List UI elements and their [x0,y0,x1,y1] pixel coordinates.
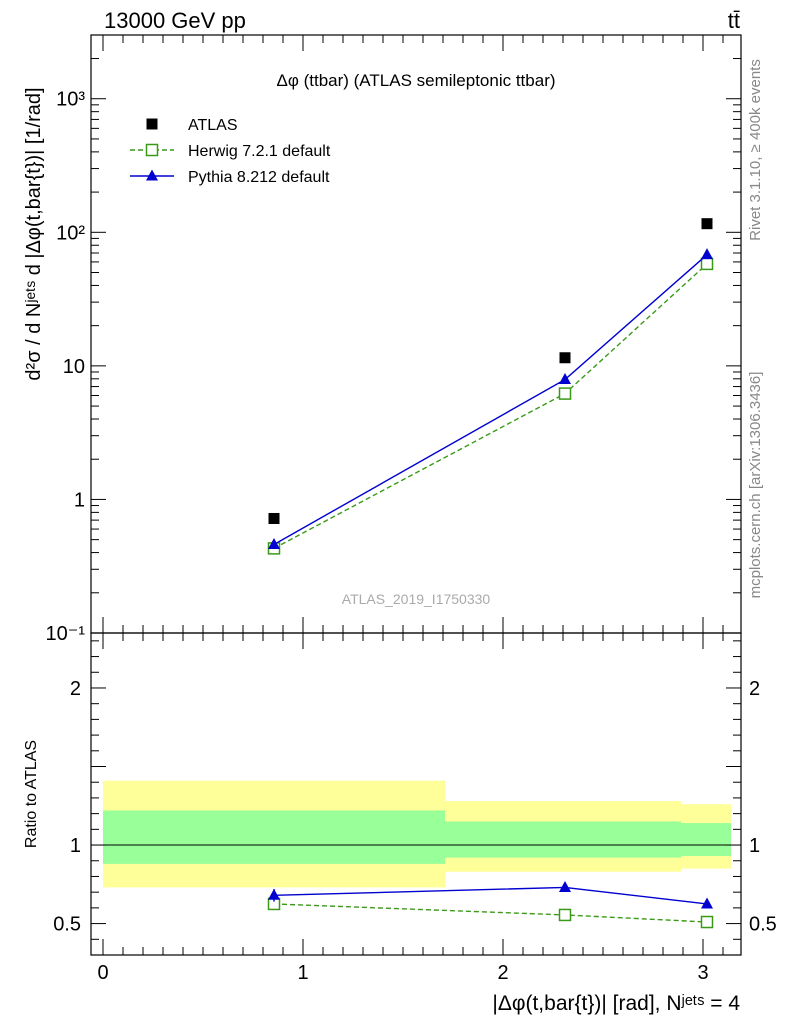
legend: ATLAS Herwig 7.2.1 default Pythia 8.212 de… [130,117,331,186]
ratio-series-1-line [273,886,708,905]
ratio-marks [91,844,741,929]
legend-label: Herwig 7.2.1 default [188,143,331,160]
main-series-2-point [559,373,571,385]
legend-marker [146,118,158,130]
main-title: Δφ (ttbar) (ATLAS semileptonic ttbar) [276,71,555,90]
legend-label: ATLAS [188,117,238,134]
main-series-0-point [701,218,713,230]
rivet-label: Rivet 3.1.10, ≥ 400k events [747,59,764,241]
main-series-1-line [273,263,708,550]
y-tick-label: 1 [70,835,81,857]
x-tick-label: 3 [697,962,708,984]
legend-marker [146,169,158,181]
ratio-series-0-point [558,908,572,922]
y-tick-label-right: 0.5 [749,914,777,936]
y-tick-label-right: 2 [749,678,760,700]
y-tick-label: 1 [74,489,85,511]
main-marks [267,218,714,555]
ratio-x-axis: 0 1 2 3 [97,633,724,984]
ratio-y-axis-label: Ratio to ATLAS [23,740,40,848]
legend-label: Pythia 8.212 default [188,169,330,186]
energy-label: 13000 GeV pp [104,8,246,33]
main-y-axis-label: d²σ / d Nʲᵉᵗˢ d |Δφ(t,bar{t})| [1/rad] [23,87,45,380]
ratio-frame [90,632,742,956]
uncertainty-band-inner [445,821,681,858]
y-tick-label: 2 [70,678,81,700]
x-axis-label: |Δφ(t,bar{t})| [rad], Nʲᵉᵗˢ = 4 [492,992,740,1015]
main-series-0-point [559,352,571,364]
y-tick-label: 0.5 [53,914,81,936]
x-tick-label: 0 [97,962,108,984]
uncertainty-band-inner [103,810,445,864]
main-series-1-point [558,387,572,400]
main-series-1-point [700,257,714,271]
y-tick-label: 10 [63,356,85,378]
ratio-series-0-line [273,903,708,923]
y-tick-label: 10² [56,222,85,244]
y-tick-label: 10⁻¹ [46,623,86,645]
main-y-axis: 10⁻¹ 1 10 10² 10³ [46,34,741,645]
ratio-series-1-point [268,888,280,900]
main-series-0-point [268,512,280,524]
ratio-series-0-point [700,915,714,929]
main-series-2-point [268,537,280,549]
mcplots-label: mcplots.cern.ch [arXiv:1306.3436] [747,372,764,599]
x-tick-label: 1 [297,962,308,984]
ratio-y-axis: 0.5 0.5 1 1 2 2 [53,640,777,940]
ratio-panel: 0.5 0.5 1 1 2 2 0 1 2 3 Ratio to ATLAS |Δφ(t,bar… [23,632,777,1015]
main-series-2-point [701,248,713,260]
ratio-series-1-point [559,880,571,892]
ratio-bands [103,780,731,888]
process-label: tt̄ [728,8,740,33]
x-tick-label: 2 [497,962,508,984]
legend-marker [145,143,159,157]
main-series-2-line [273,254,708,546]
uncertainty-band-inner [681,823,731,857]
analysis-watermark: ATLAS_2019_I1750330 [342,591,491,607]
ratio-series-1-point [701,897,713,909]
y-tick-label-right: 1 [749,835,760,857]
main-x-axis [102,35,724,633]
y-tick-label: 10³ [56,89,85,111]
main-panel: 10⁻¹ 1 10 10² 10³ Δφ (ttbar) (ATLAS semilept… [23,34,742,645]
